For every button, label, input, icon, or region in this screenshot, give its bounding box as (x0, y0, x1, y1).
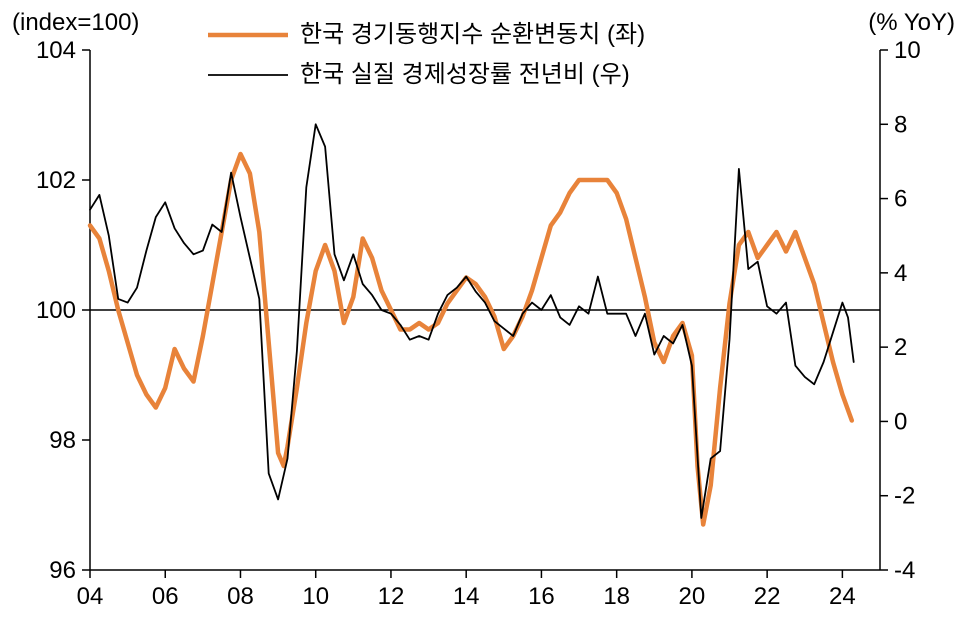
y-right-tick-label: -4 (894, 557, 915, 584)
chart-container: 9698100102104-4-202468100406081012141618… (0, 0, 965, 636)
y-left-tick-label: 104 (36, 37, 76, 64)
x-tick-label: 16 (528, 583, 555, 610)
y-right-tick-label: 4 (894, 260, 907, 287)
x-tick-label: 22 (754, 583, 781, 610)
x-tick-label: 14 (453, 583, 480, 610)
y-right-tick-label: 0 (894, 408, 907, 435)
x-tick-label: 18 (603, 583, 630, 610)
chart-svg: 9698100102104-4-202468100406081012141618… (0, 0, 965, 636)
y-right-axis-label: (% YoY) (868, 9, 955, 36)
y-right-tick-label: -2 (894, 483, 915, 510)
legend-label: 한국 실질 경제성장률 전년비 (우) (300, 61, 630, 88)
y-right-tick-label: 8 (894, 111, 907, 138)
legend-label: 한국 경기동행지수 순환변동치 (좌) (300, 21, 645, 48)
x-tick-label: 08 (227, 583, 254, 610)
x-tick-label: 20 (679, 583, 706, 610)
y-right-tick-label: 2 (894, 334, 907, 361)
y-right-tick-label: 6 (894, 186, 907, 213)
y-right-tick-label: 10 (894, 37, 921, 64)
x-tick-label: 24 (829, 583, 856, 610)
x-tick-label: 04 (77, 583, 104, 610)
x-tick-label: 12 (378, 583, 405, 610)
y-left-axis-label: (index=100) (12, 9, 139, 36)
y-left-tick-label: 100 (36, 297, 76, 324)
x-tick-label: 06 (152, 583, 179, 610)
y-left-tick-label: 96 (49, 557, 76, 584)
x-tick-label: 10 (302, 583, 329, 610)
y-left-tick-label: 102 (36, 167, 76, 194)
y-left-tick-label: 98 (49, 427, 76, 454)
